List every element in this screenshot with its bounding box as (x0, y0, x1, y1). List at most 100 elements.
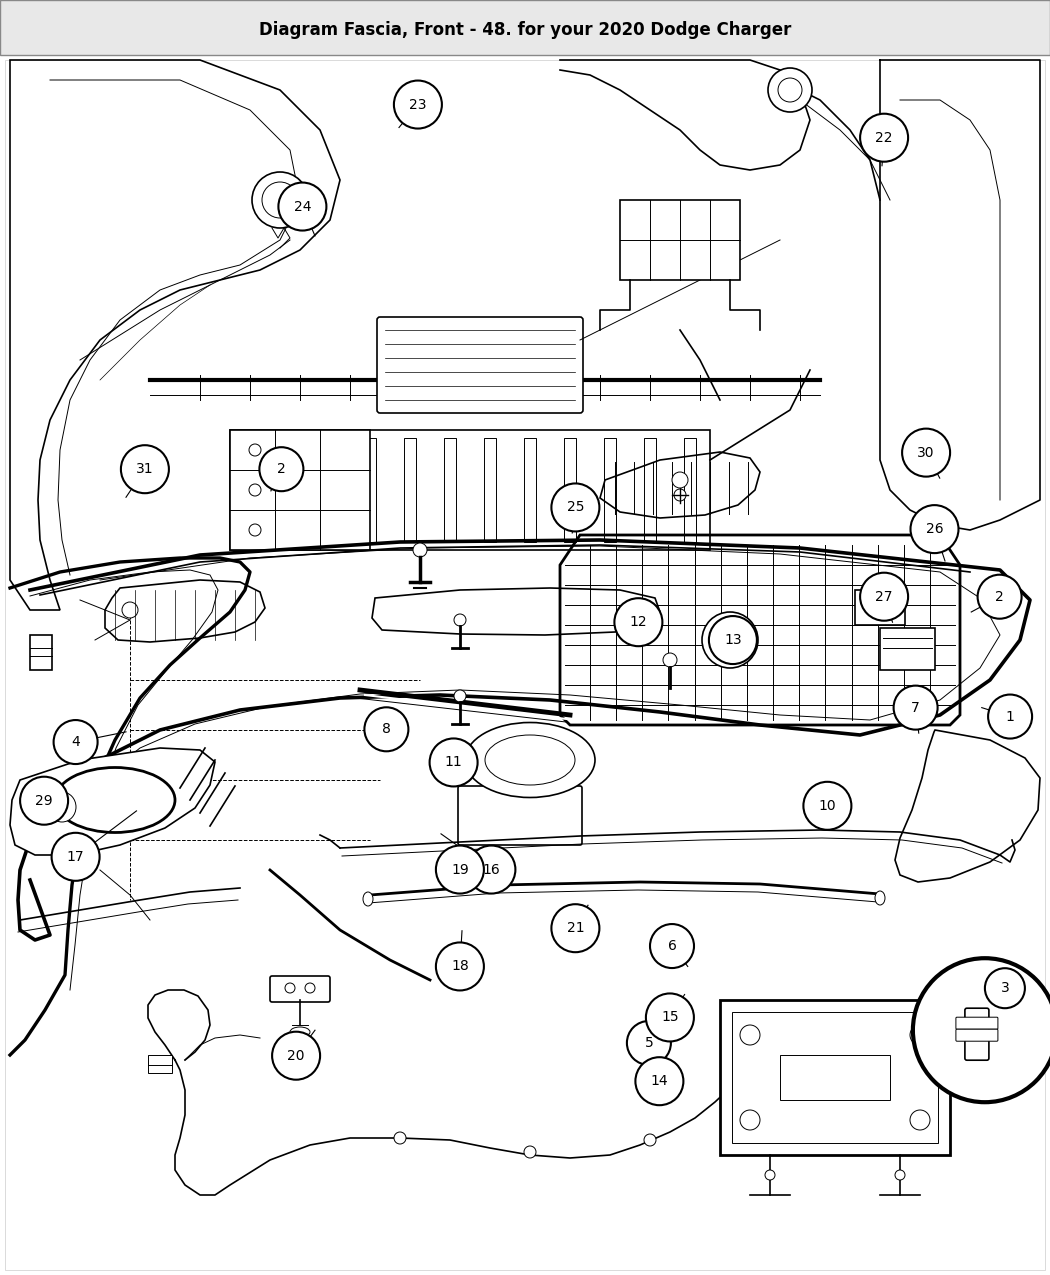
FancyBboxPatch shape (855, 590, 905, 625)
Circle shape (249, 484, 261, 496)
Circle shape (551, 483, 600, 532)
Ellipse shape (485, 734, 575, 785)
Text: 29: 29 (36, 794, 52, 807)
Circle shape (978, 575, 1022, 618)
Ellipse shape (55, 768, 175, 833)
FancyBboxPatch shape (377, 317, 583, 413)
Text: 14: 14 (651, 1075, 668, 1088)
FancyBboxPatch shape (880, 629, 934, 669)
Text: 13: 13 (724, 634, 741, 646)
Text: 22: 22 (876, 131, 892, 144)
FancyBboxPatch shape (956, 1029, 997, 1042)
FancyBboxPatch shape (324, 439, 336, 542)
Circle shape (304, 983, 315, 993)
Circle shape (394, 80, 442, 129)
FancyBboxPatch shape (956, 1017, 997, 1029)
Ellipse shape (363, 892, 373, 907)
FancyBboxPatch shape (604, 439, 616, 542)
Text: 5: 5 (645, 1037, 653, 1049)
Ellipse shape (48, 792, 76, 822)
FancyBboxPatch shape (564, 439, 576, 542)
Circle shape (262, 182, 298, 218)
Text: 2: 2 (277, 463, 286, 476)
Circle shape (674, 490, 686, 501)
Circle shape (272, 1031, 320, 1080)
Circle shape (803, 782, 852, 830)
Circle shape (663, 653, 677, 667)
FancyBboxPatch shape (284, 439, 296, 542)
FancyBboxPatch shape (524, 439, 536, 542)
FancyBboxPatch shape (230, 430, 710, 550)
Circle shape (985, 968, 1025, 1009)
Circle shape (413, 543, 427, 557)
Circle shape (988, 695, 1032, 738)
Circle shape (740, 1111, 760, 1130)
Circle shape (278, 182, 327, 231)
Circle shape (429, 738, 478, 787)
Circle shape (765, 1170, 775, 1179)
Text: 12: 12 (630, 616, 647, 629)
Text: 6: 6 (668, 940, 676, 952)
Text: 31: 31 (136, 463, 153, 476)
Circle shape (627, 1021, 671, 1065)
FancyBboxPatch shape (364, 439, 376, 542)
Text: 24: 24 (294, 200, 311, 213)
Text: 7: 7 (911, 701, 920, 714)
Text: 23: 23 (410, 98, 426, 111)
Text: 20: 20 (288, 1049, 304, 1062)
FancyBboxPatch shape (484, 439, 496, 542)
Ellipse shape (875, 891, 885, 905)
Circle shape (394, 1132, 406, 1144)
Text: 19: 19 (452, 863, 468, 876)
FancyBboxPatch shape (244, 439, 256, 542)
FancyBboxPatch shape (5, 60, 1045, 1270)
Circle shape (912, 959, 1050, 1102)
Circle shape (436, 942, 484, 991)
Text: 11: 11 (445, 756, 462, 769)
FancyBboxPatch shape (620, 200, 740, 280)
Circle shape (252, 172, 308, 228)
FancyBboxPatch shape (644, 439, 656, 542)
FancyBboxPatch shape (458, 785, 582, 845)
FancyBboxPatch shape (720, 1000, 950, 1155)
FancyBboxPatch shape (270, 975, 330, 1002)
Text: 25: 25 (567, 501, 584, 514)
Text: 8: 8 (382, 723, 391, 736)
FancyBboxPatch shape (404, 439, 416, 542)
Ellipse shape (290, 1026, 310, 1037)
Text: 18: 18 (452, 960, 468, 973)
Circle shape (285, 983, 295, 993)
Circle shape (650, 924, 694, 968)
FancyBboxPatch shape (148, 1054, 172, 1074)
Circle shape (740, 1025, 760, 1046)
Circle shape (644, 1133, 656, 1146)
Text: 1: 1 (1006, 710, 1014, 723)
Circle shape (702, 612, 758, 668)
Circle shape (454, 615, 466, 626)
Text: 21: 21 (567, 922, 584, 935)
Text: Diagram Fascia, Front - 48. for your 2020 Dodge Charger: Diagram Fascia, Front - 48. for your 202… (258, 20, 792, 40)
Circle shape (910, 1111, 930, 1130)
FancyBboxPatch shape (684, 439, 696, 542)
Ellipse shape (465, 723, 595, 797)
Circle shape (860, 572, 908, 621)
Circle shape (259, 448, 303, 491)
Circle shape (614, 598, 663, 646)
Text: 10: 10 (819, 799, 836, 812)
Circle shape (467, 845, 516, 894)
FancyBboxPatch shape (965, 1009, 989, 1061)
Circle shape (122, 602, 138, 618)
Circle shape (436, 845, 484, 894)
Text: 16: 16 (483, 863, 500, 876)
FancyBboxPatch shape (444, 439, 456, 542)
Text: 27: 27 (876, 590, 892, 603)
Text: 17: 17 (67, 850, 84, 863)
Circle shape (894, 686, 938, 729)
Text: 26: 26 (926, 523, 943, 536)
Polygon shape (10, 748, 215, 856)
Circle shape (910, 505, 959, 553)
FancyBboxPatch shape (780, 1054, 890, 1100)
Circle shape (672, 472, 688, 488)
Circle shape (364, 708, 408, 751)
Circle shape (778, 78, 802, 102)
